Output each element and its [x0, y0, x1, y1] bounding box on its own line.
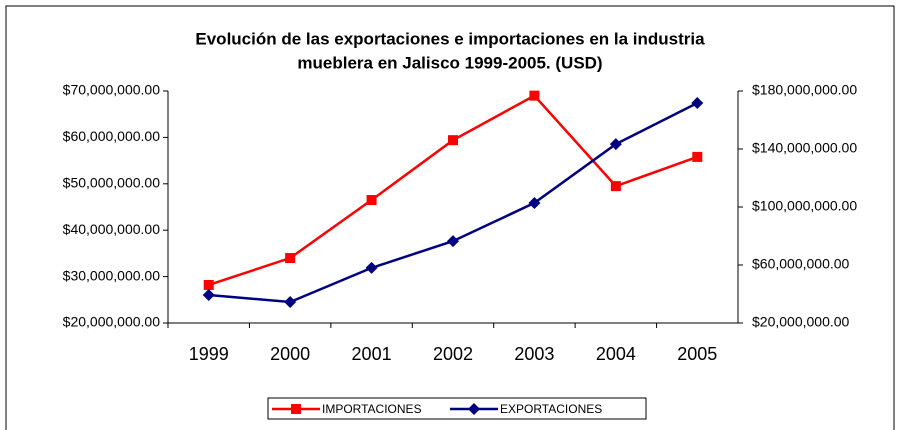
legend-marker [291, 404, 301, 414]
marker [365, 261, 378, 274]
y-tick-label: $50,000,000.00 [63, 175, 161, 191]
legend-label: IMPORTACIONES [322, 402, 422, 416]
marker [691, 97, 704, 110]
y-tick-label: $20,000,000.00 [63, 314, 161, 330]
y2-tick-label: $180,000,000.00 [752, 82, 857, 98]
y2-tick-label: $140,000,000.00 [752, 140, 857, 156]
marker [610, 181, 621, 192]
x-tick-label: 2002 [433, 344, 473, 364]
chart-title: mueblera en Jalisco 1999-2005. (USD) [297, 53, 602, 72]
x-tick-label: 2001 [352, 344, 392, 364]
x-tick-label: 2005 [677, 344, 717, 364]
y-tick-label: $40,000,000.00 [63, 221, 161, 237]
y-tick-label: $60,000,000.00 [63, 128, 161, 144]
y2-tick-label: $60,000,000.00 [752, 256, 850, 272]
marker [202, 289, 215, 302]
marker [284, 295, 297, 308]
chart-border [5, 5, 895, 430]
y-tick-label: $70,000,000.00 [63, 82, 161, 98]
x-tick-label: 2003 [514, 344, 554, 364]
y2-tick-label: $100,000,000.00 [752, 198, 857, 214]
marker [609, 138, 622, 151]
marker [203, 279, 214, 290]
marker [447, 235, 459, 248]
x-tick-label: 2004 [596, 344, 636, 364]
marker [528, 196, 541, 209]
y-tick-label: $30,000,000.00 [63, 267, 161, 283]
marker [692, 151, 703, 162]
x-tick-label: 2000 [270, 344, 310, 364]
y2-tick-label: $20,000,000.00 [752, 314, 850, 330]
x-tick-label: 1999 [189, 344, 229, 364]
legend-label: EXPORTACIONES [500, 402, 602, 416]
chart-title: Evolución de las exportaciones e importa… [195, 29, 705, 48]
marker [366, 195, 377, 206]
marker [285, 253, 296, 264]
legend-marker [468, 403, 480, 415]
marker [529, 90, 540, 101]
marker [448, 135, 458, 146]
